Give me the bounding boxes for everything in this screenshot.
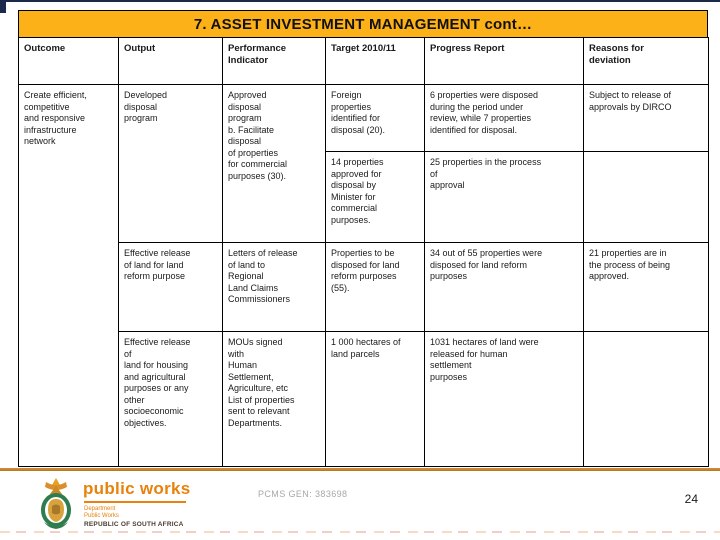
- cell-row2-performance-indicator: Letters of release of land to Regional L…: [222, 242, 326, 332]
- top-decorative-line: [0, 0, 720, 2]
- cell-row1-output: Developed disposal program: [118, 84, 223, 243]
- header-progress-report: Progress Report: [424, 37, 584, 85]
- logo-divider-line: [84, 501, 186, 503]
- header-performance-indicator: Performance Indicator: [222, 37, 326, 85]
- page-title: 7. ASSET INVESTMENT MANAGEMENT cont…: [193, 15, 533, 33]
- coat-of-arms-icon: [41, 478, 71, 529]
- cell-row1a-progress: 6 properties were disposed during the pe…: [424, 84, 584, 152]
- table-header-row: Outcome Output Performance Indicator Tar…: [18, 37, 709, 85]
- cell-row3-reasons: [583, 331, 709, 467]
- header-output: Output: [118, 37, 223, 85]
- bottom-decorative-line: [0, 531, 720, 533]
- logo-text-block: public works Department Public Works REP…: [83, 477, 191, 529]
- cell-row2-target: Properties to be disposed for land refor…: [325, 242, 425, 332]
- cell-row2-output: Effective release of land for land refor…: [118, 242, 223, 332]
- footer-divider-line: [0, 468, 720, 471]
- document-reference: PCMS GEN: 383698: [258, 489, 348, 499]
- public-works-logo: public works Department Public Works REP…: [38, 477, 191, 531]
- header-target-2010-11: Target 2010/11: [325, 37, 425, 85]
- cell-row1a-target: Foreign properties identified for dispos…: [325, 84, 425, 152]
- header-reasons-for-deviation: Reasons for deviation: [583, 37, 709, 85]
- asset-investment-table: Outcome Output Performance Indicator Tar…: [18, 37, 709, 467]
- cell-row3-output: Effective release of land for housing an…: [118, 331, 223, 467]
- cell-row1b-reasons: [583, 151, 709, 243]
- slide-title-bar: 7. ASSET INVESTMENT MANAGEMENT cont…: [18, 10, 708, 38]
- cell-row3-performance-indicator: MOUs signed with Human Settlement, Agric…: [222, 331, 326, 467]
- top-left-corner-mark: [0, 0, 6, 13]
- cell-row1a-reasons: Subject to release of approvals by DIRCO: [583, 84, 709, 152]
- cell-outcome: Create efficient, competitive and respon…: [18, 84, 119, 467]
- logo-subtitle: Public Works: [84, 513, 119, 519]
- logo-title: public works: [83, 479, 191, 498]
- table-row-1b: 14 properties approved for disposal by M…: [19, 151, 709, 243]
- table-row-3: Effective release of land for housing an…: [19, 331, 709, 467]
- logo-department: Department: [84, 506, 116, 512]
- page-number: 24: [684, 492, 698, 506]
- cell-row2-reasons: 21 properties are in the process of bein…: [583, 242, 709, 332]
- table-row-2: Effective release of land for land refor…: [19, 242, 709, 332]
- table-row-1a: Create efficient, competitive and respon…: [18, 84, 709, 467]
- cell-row3-progress: 1031 hectares of land were released for …: [424, 331, 584, 467]
- cell-row1-performance-indicator: Approved disposal program b. Facilitate …: [222, 84, 326, 243]
- header-outcome: Outcome: [18, 37, 119, 85]
- cell-row2-progress: 34 out of 55 properties were disposed fo…: [424, 242, 584, 332]
- cell-row1b-progress: 25 properties in the process of approval: [424, 151, 584, 243]
- cell-row1b-target: 14 properties approved for disposal by M…: [325, 151, 425, 243]
- cell-row3-target: 1 000 hectares of land parcels: [325, 331, 425, 467]
- logo-country: REPUBLIC OF SOUTH AFRICA: [84, 521, 184, 528]
